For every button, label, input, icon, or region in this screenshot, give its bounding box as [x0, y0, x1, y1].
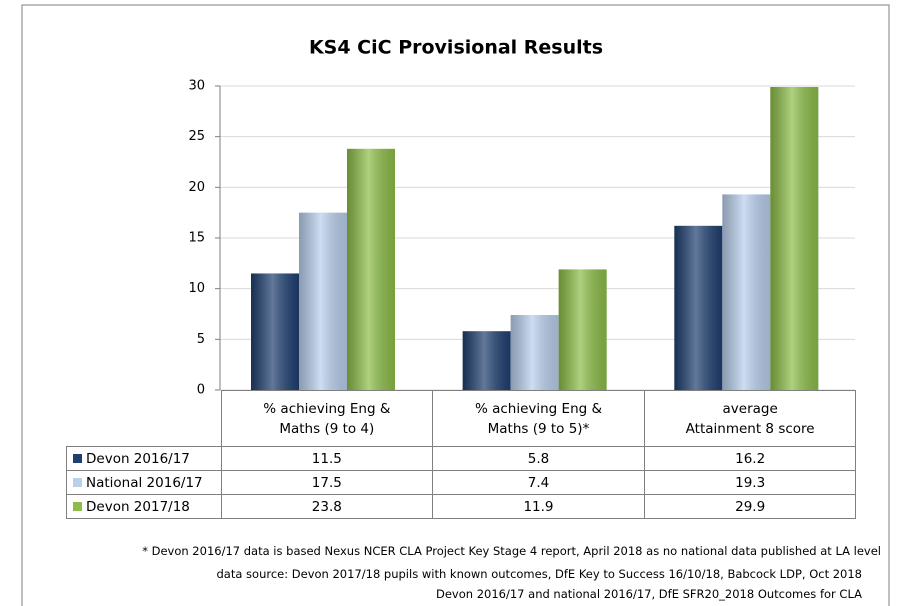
bar-shine — [347, 148, 395, 390]
y-tick-label: 30 — [188, 79, 205, 94]
footnote: data source: Devon 2017/18 pupils with k… — [216, 567, 863, 581]
value-cell: 11.5 — [220, 446, 434, 471]
legend-label: National 2016/17 — [86, 474, 203, 491]
legend-entry: Devon 2016/17 — [66, 446, 222, 471]
bar-shine — [299, 212, 347, 390]
bar-shine — [251, 273, 299, 390]
chart-title: KS4 CiC Provisional Results — [309, 37, 603, 59]
blank-cell — [67, 391, 222, 447]
y-tick-label: 0 — [197, 383, 205, 398]
legend-swatch — [73, 501, 82, 511]
legend-swatch — [73, 477, 82, 487]
bar-shine — [510, 315, 559, 390]
x-tick-label: average Attainment 8 score — [643, 390, 857, 447]
table-row: National 2016/17 17.5 7.4 19.3 — [66, 470, 857, 495]
y-tick-label: 25 — [188, 129, 205, 144]
footnote: Devon 2016/17 and national 2016/17, DfE … — [436, 587, 862, 601]
y-tick-label: 20 — [188, 180, 205, 195]
bar-shine — [770, 87, 819, 390]
legend-swatch — [73, 453, 82, 463]
value-cell: 7.4 — [432, 470, 645, 495]
data-table: % achieving Eng & Maths (9 to 4)% achiev… — [66, 390, 857, 519]
legend-label: Devon 2017/18 — [86, 498, 190, 515]
value-cell: 5.8 — [432, 446, 645, 471]
bar-shine — [722, 194, 771, 390]
value-cell: 16.2 — [643, 446, 857, 471]
table-row: Devon 2017/18 23.8 11.9 29.9 — [66, 494, 857, 519]
value-cell: 23.8 — [220, 494, 434, 519]
table-row: Devon 2016/17 11.5 5.8 16.2 — [66, 446, 857, 471]
bar-shine — [674, 225, 723, 390]
bar-shine — [462, 331, 511, 390]
x-tick-label: % achieving Eng & Maths (9 to 5)* — [432, 390, 645, 447]
bar-shine — [558, 269, 607, 390]
y-tick-label: 10 — [188, 281, 205, 296]
table-header: % achieving Eng & Maths (9 to 4)% achiev… — [67, 390, 857, 447]
footnote: * Devon 2016/17 data is based Nexus NCER… — [142, 544, 881, 558]
y-tick-label: 5 — [197, 332, 205, 347]
x-tick-label: % achieving Eng & Maths (9 to 4) — [220, 390, 434, 447]
legend-entry: Devon 2017/18 — [66, 494, 222, 519]
value-cell: 17.5 — [220, 470, 434, 495]
y-tick-label: 15 — [188, 231, 205, 246]
value-cell: 19.3 — [643, 470, 857, 495]
chart-border — [21, 4, 890, 606]
legend-label: Devon 2016/17 — [86, 450, 190, 467]
legend-entry: National 2016/17 — [66, 470, 222, 495]
value-cell: 11.9 — [432, 494, 645, 519]
value-cell: 29.9 — [643, 494, 857, 519]
